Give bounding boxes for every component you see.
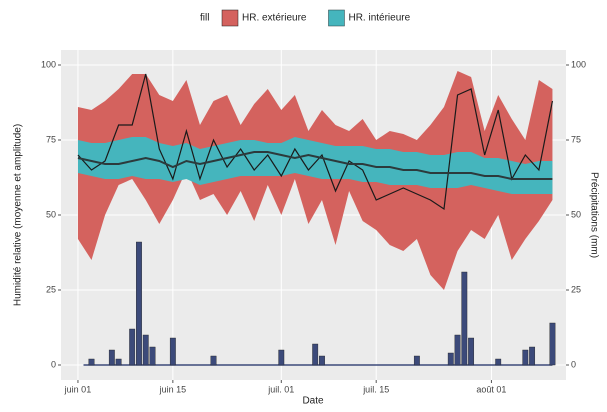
x-tick-label: juil. 15 xyxy=(362,384,389,394)
precip-bar xyxy=(447,352,454,366)
y-tick-label: 75 xyxy=(46,134,56,144)
x-tick-label: juin 15 xyxy=(159,384,187,394)
precip-bar xyxy=(522,349,529,366)
legend-swatch xyxy=(221,9,239,27)
y-tick-label: 100 xyxy=(41,59,56,69)
precip-bar xyxy=(549,322,556,366)
ribbon xyxy=(77,71,553,290)
precip-bar xyxy=(169,337,176,366)
x-tick-label: juin 01 xyxy=(64,384,92,394)
precip-bar xyxy=(413,355,420,366)
precip-bar xyxy=(454,334,461,366)
y2-tick-label: 0 xyxy=(571,359,576,369)
precip-bar xyxy=(461,271,468,366)
y-tick-label: 25 xyxy=(46,284,56,294)
precip-bar xyxy=(278,349,285,366)
x-tick-label: juil. 01 xyxy=(267,384,294,394)
mean-line xyxy=(77,151,553,180)
y-tick-label: 0 xyxy=(51,359,56,369)
ribbon xyxy=(77,137,553,194)
precip-bar xyxy=(129,328,136,366)
legend-swatch xyxy=(328,9,345,27)
precip-bar xyxy=(136,241,142,366)
y2-tick-label: 100 xyxy=(571,59,586,69)
precip-bar xyxy=(210,355,217,366)
y2-tick-label: 25 xyxy=(571,284,581,294)
precip-bar xyxy=(495,358,502,366)
precip-bar xyxy=(529,346,536,366)
legend-title: fill xyxy=(200,13,209,24)
y-axis-title: Humidité relative (moyenne et amplitude) xyxy=(13,124,24,306)
x-tick-label: août 01 xyxy=(476,384,506,394)
precip-bar xyxy=(108,349,115,366)
x-axis-title: Date xyxy=(302,396,324,407)
y2-axis-title: Précipitations (mm) xyxy=(588,172,599,258)
y-tick-label: 50 xyxy=(46,209,56,219)
legend-label: HR. extérieure xyxy=(242,13,307,24)
precip-bar xyxy=(312,343,319,366)
legend-label: HR. intérieure xyxy=(348,13,410,24)
y2-tick-label: 75 xyxy=(571,134,581,144)
precip-bar xyxy=(115,358,122,366)
precip-bar xyxy=(468,337,475,366)
precip-bar xyxy=(319,355,325,366)
precip-bar xyxy=(142,334,149,366)
y2-tick-label: 50 xyxy=(571,209,581,219)
precip-bar xyxy=(88,358,95,366)
mean-line xyxy=(77,73,554,211)
precip-bar xyxy=(149,346,156,366)
